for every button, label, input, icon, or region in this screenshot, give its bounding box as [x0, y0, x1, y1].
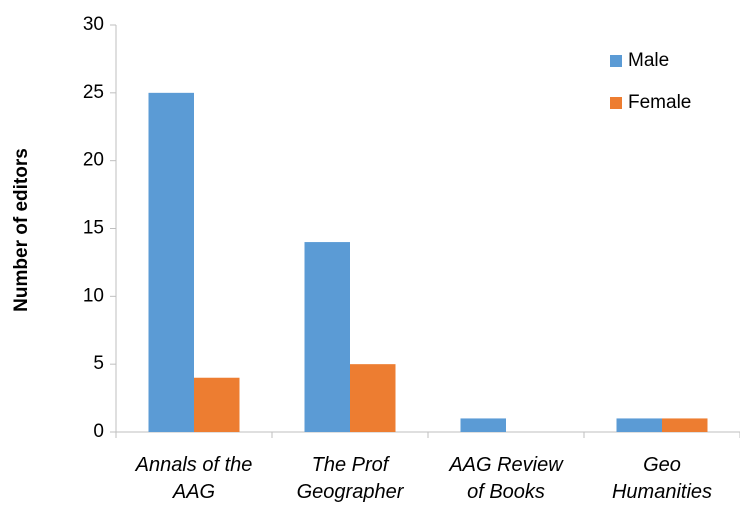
- bar: [616, 418, 662, 432]
- x-tick-label-line: Geographer: [297, 481, 405, 503]
- x-tick-label: Geo Humanities: [612, 454, 712, 503]
- x-tick-label: AAG Review of Books: [448, 454, 564, 503]
- x-tick-label-line: AAG Review: [448, 454, 564, 476]
- y-tick-label: 15: [83, 218, 104, 239]
- x-tick-label-line: The Prof: [312, 454, 391, 476]
- x-tick-label-line: Annals of the: [135, 454, 253, 476]
- y-tick-label: 10: [83, 285, 104, 306]
- y-tick-label: 30: [83, 14, 104, 35]
- bar: [194, 377, 240, 432]
- x-tick-label-line: AAG: [172, 481, 215, 503]
- x-tick-label-line: Humanities: [612, 481, 712, 503]
- bar: [304, 242, 350, 432]
- y-tick-label: 0: [93, 421, 104, 442]
- x-tick-label-line: Geo: [643, 454, 681, 476]
- bar: [350, 364, 396, 432]
- legend-label: Male: [628, 50, 669, 71]
- legend-swatch: [610, 55, 622, 67]
- y-tick-label: 5: [93, 353, 104, 374]
- bar: [460, 418, 506, 432]
- bar: [148, 92, 194, 432]
- bar: [662, 418, 708, 432]
- x-tick-label: Annals of the AAG: [135, 454, 253, 503]
- y-axis-label: Number of editors: [11, 148, 32, 312]
- y-tick-label: 20: [83, 150, 104, 171]
- y-tick-label: 25: [83, 82, 104, 103]
- x-tick-label: The Prof Geographer: [297, 454, 405, 503]
- x-tick-label-line: of Books: [467, 481, 545, 503]
- legend-swatch: [610, 97, 622, 109]
- legend-label: Female: [628, 92, 691, 113]
